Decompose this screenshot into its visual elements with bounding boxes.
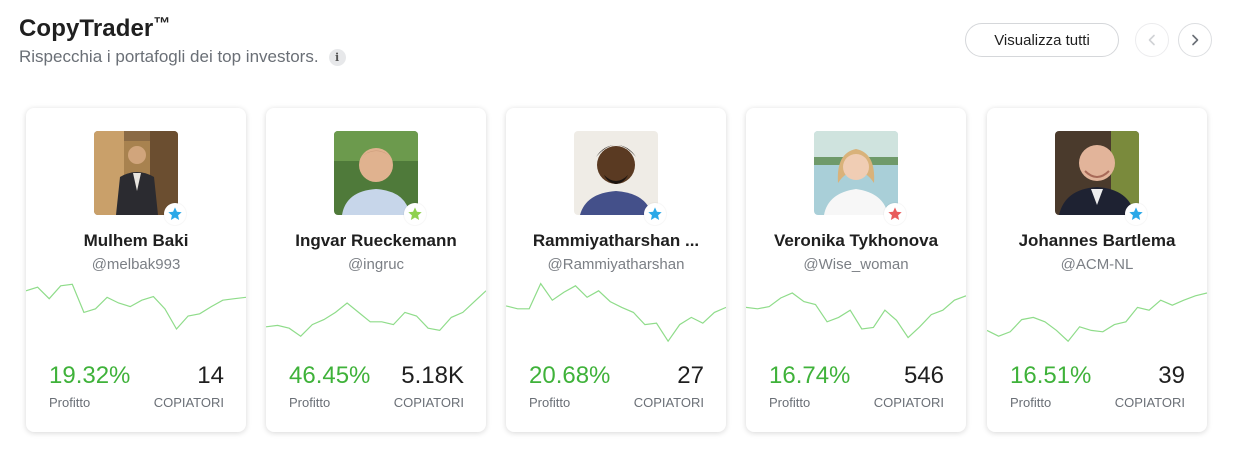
copiers-value: 27 <box>677 362 704 389</box>
trader-handle: @melbak993 <box>91 256 181 273</box>
trader-handle: @Rammiyatharshan <box>547 256 685 273</box>
profit-value: 19.32% <box>49 362 131 389</box>
copiers-label: COPIATORI <box>633 395 704 410</box>
avatar[interactable] <box>334 131 418 215</box>
trademark-mark: ™ <box>153 14 171 33</box>
profit-label: Profitto <box>529 395 571 410</box>
trader-name[interactable]: Rammiyatharshan ... <box>532 231 700 250</box>
copiers-label: COPIATORI <box>1114 395 1185 410</box>
profit-value: 16.74% <box>769 362 851 389</box>
blue-star-icon <box>648 207 662 220</box>
trader-handle: @Wise_woman <box>803 256 909 273</box>
view-all-button[interactable]: Visualizza tutti <box>965 23 1119 57</box>
trader-card[interactable]: Veronika Tykhonova @Wise_woman 16.74% Pr… <box>746 108 966 432</box>
header-title: CopyTrader™ <box>19 14 170 43</box>
trader-handle: @ACM-NL <box>1060 256 1134 273</box>
header-subtitle: Rispecchia i portafogli dei top investor… <box>19 47 319 66</box>
info-icon[interactable]: i <box>328 48 346 66</box>
profit-label: Profitto <box>769 395 811 410</box>
trader-handle: @ingruc <box>347 256 405 273</box>
trader-name[interactable]: Johannes Bartlema <box>1018 231 1176 250</box>
trader-name[interactable]: Veronika Tykhonova <box>773 231 939 250</box>
avatar[interactable] <box>574 131 658 215</box>
profit-label: Profitto <box>49 395 91 410</box>
trader-card[interactable]: Ingvar Rueckemann @ingruc 46.45% Profitt… <box>266 108 486 432</box>
star-badge <box>884 203 906 225</box>
green-star-icon <box>408 207 422 220</box>
sparkline <box>26 283 246 331</box>
copiers-label: COPIATORI <box>153 395 224 410</box>
trader-card[interactable]: Johannes Bartlema @ACM-NL 16.51% Profitt… <box>987 108 1207 432</box>
chevron-left-icon <box>1148 34 1155 46</box>
trader-name[interactable]: Mulhem Baki <box>83 231 189 250</box>
chevron-right-icon <box>1192 34 1199 46</box>
avatar-wrap <box>334 131 426 225</box>
star-badge <box>164 203 186 225</box>
star-badge <box>1125 203 1147 225</box>
sparkline <box>746 292 966 339</box>
blue-star-icon <box>1129 207 1143 220</box>
copiers-value: 14 <box>197 362 224 389</box>
profit-value: 16.51% <box>1010 362 1092 389</box>
sparkline <box>266 290 486 337</box>
copiers-label: COPIATORI <box>393 395 464 410</box>
copiers-label: COPIATORI <box>873 395 944 410</box>
profit-value: 20.68% <box>529 362 611 389</box>
star-badge <box>644 203 666 225</box>
profit-label: Profitto <box>1010 395 1052 410</box>
copiers-value: 546 <box>903 362 944 389</box>
star-badge <box>404 203 426 225</box>
trader-card[interactable]: Rammiyatharshan ... @Rammiyatharshan 20.… <box>506 108 726 432</box>
copiers-value: 5.18K <box>401 362 464 389</box>
avatar[interactable] <box>814 131 898 215</box>
copiers-value: 39 <box>1158 362 1185 389</box>
trader-name[interactable]: Ingvar Rueckemann <box>295 231 457 250</box>
profit-label: Profitto <box>289 395 331 410</box>
avatar[interactable] <box>1055 131 1139 215</box>
blue-star-icon <box>168 207 182 220</box>
trader-card[interactable]: Mulhem Baki @melbak993 19.32% Profitto 1… <box>26 108 246 432</box>
avatar[interactable] <box>94 131 178 215</box>
avatar-wrap <box>94 131 186 225</box>
header-title-text: CopyTrader <box>19 15 154 42</box>
avatar-wrap <box>814 131 906 225</box>
avatar-wrap <box>574 131 666 225</box>
header-subtitle-row: Rispecchia i portafogli dei top investor… <box>19 47 346 67</box>
red-star-icon <box>888 207 902 220</box>
sparkline <box>506 282 726 343</box>
previous-button[interactable] <box>1135 23 1169 57</box>
next-button[interactable] <box>1178 23 1212 57</box>
avatar-wrap <box>1055 131 1147 225</box>
sparkline <box>987 292 1207 343</box>
profit-value: 46.45% <box>289 362 371 389</box>
